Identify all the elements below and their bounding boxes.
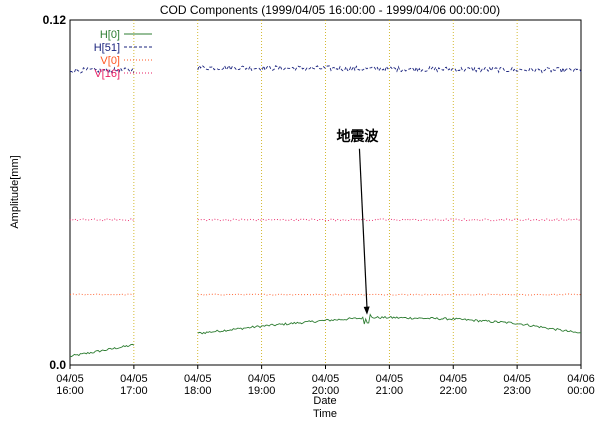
series-line-3 (197, 218, 582, 222)
x-tick-time: 00:00 (567, 385, 595, 397)
y-tick-label: 0.12 (43, 13, 67, 27)
annotation-label: 地震波 (336, 128, 379, 145)
x-tick-time: 23:00 (503, 385, 531, 397)
x-tick-time: 16:00 (56, 385, 84, 397)
x-tick-time: 22:00 (439, 385, 467, 397)
series-layer (69, 64, 582, 358)
x-tick-date: 04/05 (503, 373, 531, 385)
x-axis-label-time: Time (313, 408, 337, 420)
series-line-3 (69, 218, 135, 222)
legend-label: H[51] (94, 42, 120, 54)
x-tick-time: 20:00 (312, 385, 340, 397)
legend-label: V[0] (100, 55, 120, 67)
series-line-0 (197, 313, 582, 335)
x-tick-date: 04/05 (376, 373, 404, 385)
x-tick-date: 04/06 (567, 373, 595, 385)
legend-label: H[0] (100, 29, 120, 41)
x-tick-date: 04/05 (248, 373, 276, 385)
grid-lines (133, 20, 518, 365)
x-tick-date: 04/05 (184, 373, 212, 385)
x-axis: 04/0516:0004/0517:0004/0518:0004/0519:00… (56, 365, 595, 397)
series-line-2 (69, 293, 134, 296)
series-line-2 (197, 293, 582, 296)
legend-label: V[16] (94, 68, 120, 80)
x-tick-date: 04/05 (312, 373, 340, 385)
y-tick-label: 0.0 (49, 358, 66, 372)
annotation: 地震波 (336, 128, 379, 315)
x-axis-label-date: Date (313, 395, 336, 407)
x-tick-time: 19:00 (248, 385, 276, 397)
x-tick-date: 04/05 (120, 373, 148, 385)
y-axis: 0.0 0.12 (43, 13, 74, 372)
x-tick-time: 18:00 (184, 385, 212, 397)
y-axis-label: Amplitude[mm] (9, 155, 21, 228)
annotation-arrowhead (363, 306, 370, 315)
series-line-1 (69, 66, 135, 74)
x-tick-time: 21:00 (376, 385, 404, 397)
annotation-arrow (358, 148, 368, 309)
series-line-0 (69, 343, 135, 358)
x-tick-time: 17:00 (120, 385, 148, 397)
chart-title: COD Components (1999/04/05 16:00:00 - 19… (160, 3, 500, 17)
x-tick-date: 04/05 (439, 373, 467, 385)
series-line-1 (197, 64, 582, 75)
x-tick-date: 04/05 (56, 373, 84, 385)
legend: H[0]H[51]V[0]V[16] (94, 29, 152, 80)
